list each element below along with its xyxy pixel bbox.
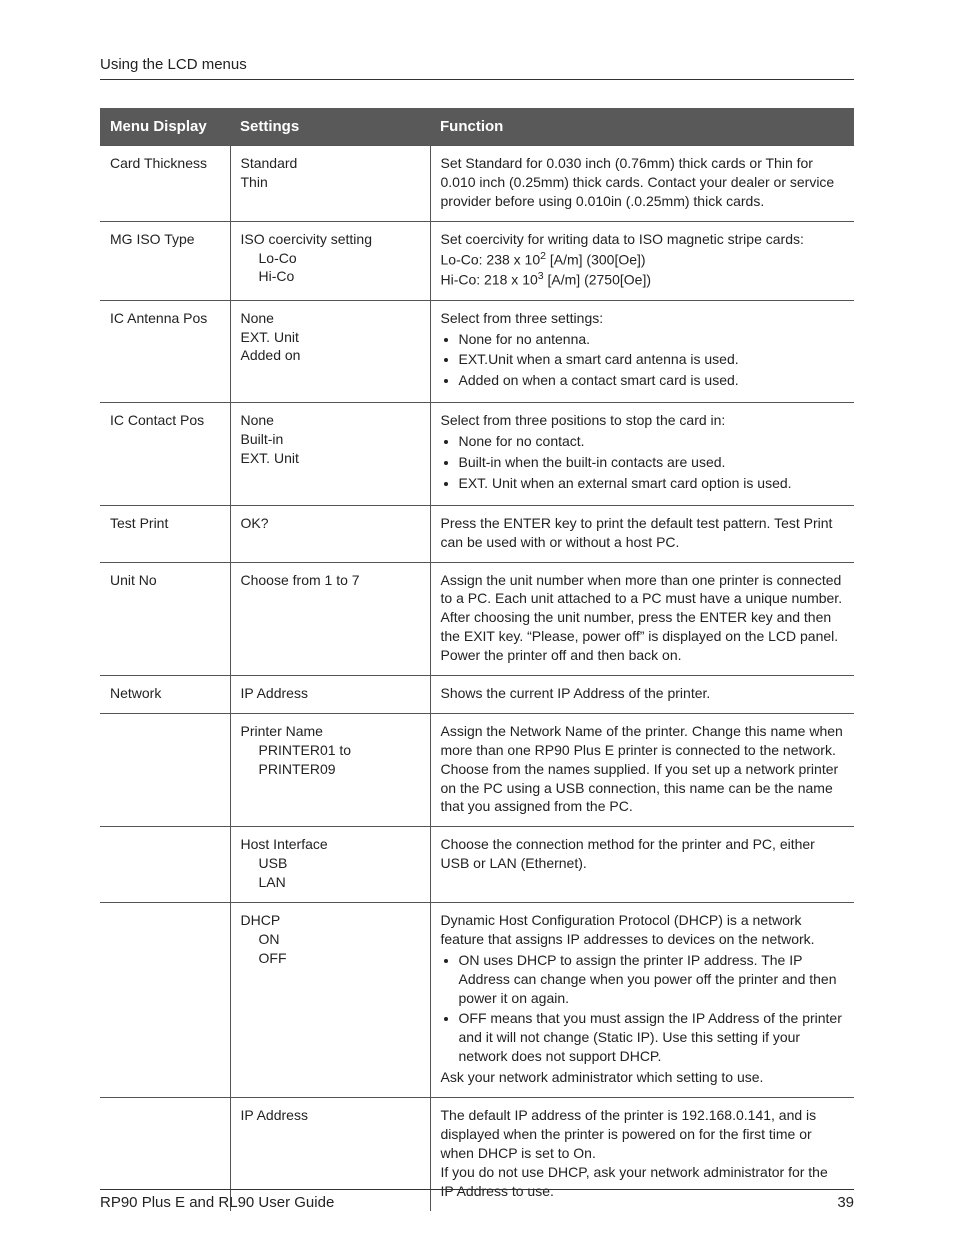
settings-line: Choose from 1 to 7 — [241, 571, 420, 590]
function-text: Shows the current IP Address of the prin… — [441, 684, 845, 703]
footer-page-number: 39 — [837, 1194, 854, 1211]
table-row: Unit No Choose from 1 to 7 Assign the unit… — [100, 562, 854, 675]
function-text: Lo-Co: 238 x 102 [A/m] (300[Oe]) — [441, 249, 845, 270]
function-text: Dynamic Host Configuration Protocol (DHC… — [441, 911, 845, 949]
function-text: The default IP address of the printer is… — [441, 1106, 845, 1163]
page-header: Using the LCD menus — [100, 56, 854, 80]
function-text: Set Standard for 0.030 inch (0.76mm) thi… — [441, 154, 845, 211]
cell-menu-display — [100, 713, 230, 826]
settings-line: EXT. Unit — [241, 328, 420, 347]
table-row: Host InterfaceUSBLAN Choose the connectio… — [100, 827, 854, 903]
settings-option: ON — [241, 930, 420, 949]
cell-menu-display — [100, 903, 230, 1098]
cell-menu-display: Test Print — [100, 505, 230, 562]
function-text: Assign the unit number when more than on… — [441, 571, 845, 665]
function-bullet: Added on when a contact smart card is us… — [459, 371, 845, 390]
cell-function: Shows the current IP Address of the prin… — [430, 676, 854, 714]
settings-option: Hi-Co — [241, 267, 420, 286]
cell-function: Choose the connection method for the pri… — [430, 827, 854, 903]
function-bullets: None for no contact. Built-in when the bu… — [441, 432, 845, 493]
settings-line: Added on — [241, 346, 420, 365]
table-body: Card ThicknessStandardThinSet Standard f… — [100, 146, 854, 1211]
settings-line: OK? — [241, 514, 420, 533]
cell-function: Assign the Network Name of the printer. … — [430, 713, 854, 826]
function-text: Hi-Co: 218 x 103 [A/m] (2750[Oe]) — [441, 269, 845, 290]
function-bullet: ON uses DHCP to assign the printer IP ad… — [459, 951, 845, 1008]
cell-menu-display: Unit No — [100, 562, 230, 675]
table-row: Printer NamePRINTER01 to PRINTER09Assign… — [100, 713, 854, 826]
function-bullet: EXT. Unit when an external smart card op… — [459, 474, 845, 493]
cell-settings: NoneBuilt-inEXT. Unit — [230, 403, 430, 506]
table-row: Network IP Address Shows the current IP Ad… — [100, 676, 854, 714]
cell-settings: IP Address — [230, 676, 430, 714]
settings-line: IP Address — [241, 684, 420, 703]
cell-settings: DHCPONOFF — [230, 903, 430, 1098]
cell-function: Dynamic Host Configuration Protocol (DHC… — [430, 903, 854, 1098]
function-text: Assign the Network Name of the printer. … — [441, 722, 845, 816]
menu-table: Menu Display Settings Function Card Thic… — [100, 108, 854, 1211]
function-text: Select from three positions to stop the … — [441, 411, 845, 430]
col-header-settings: Settings — [230, 108, 430, 146]
cell-menu-display: MG ISO Type — [100, 221, 230, 300]
cell-settings: NoneEXT. UnitAdded on — [230, 300, 430, 403]
table-row: Card ThicknessStandardThinSet Standard f… — [100, 146, 854, 222]
settings-option: OFF — [241, 949, 420, 968]
col-header-function: Function — [430, 108, 854, 146]
settings-line: ISO coercivity setting — [241, 230, 420, 249]
table-row: MG ISO TypeISO coercivity settingLo-CoHi… — [100, 221, 854, 300]
function-bullets: ON uses DHCP to assign the printer IP ad… — [441, 951, 845, 1066]
cell-function: Select from three positions to stop the … — [430, 403, 854, 506]
settings-line: Printer Name — [241, 722, 420, 741]
cell-menu-display: Card Thickness — [100, 146, 230, 222]
cell-function: Assign the unit number when more than on… — [430, 562, 854, 675]
settings-option: Lo-Co — [241, 249, 420, 268]
function-bullet: EXT.Unit when a smart card antenna is us… — [459, 350, 845, 369]
settings-line: DHCP — [241, 911, 420, 930]
settings-line: IP Address — [241, 1106, 420, 1125]
settings-line: EXT. Unit — [241, 449, 420, 468]
cell-menu-display: IC Contact Pos — [100, 403, 230, 506]
function-bullet: None for no antenna. — [459, 330, 845, 349]
cell-function: Set Standard for 0.030 inch (0.76mm) thi… — [430, 146, 854, 222]
settings-option: PRINTER01 to PRINTER09 — [241, 741, 420, 779]
function-text: Choose the connection method for the pri… — [441, 835, 845, 873]
cell-settings: OK? — [230, 505, 430, 562]
cell-menu-display — [100, 827, 230, 903]
settings-line: None — [241, 309, 420, 328]
function-bullets: None for no antenna.EXT.Unit when a smar… — [441, 330, 845, 391]
cell-settings: Choose from 1 to 7 — [230, 562, 430, 675]
function-bullet: OFF means that you must assign the IP Ad… — [459, 1009, 845, 1066]
settings-option: LAN — [241, 873, 420, 892]
settings-line: Thin — [241, 173, 420, 192]
table-row: IC Antenna PosNoneEXT. UnitAdded onSelec… — [100, 300, 854, 403]
cell-menu-display: Network — [100, 676, 230, 714]
cell-menu-display: IC Antenna Pos — [100, 300, 230, 403]
function-text: Press the ENTER key to print the default… — [441, 514, 845, 552]
cell-function: Select from three settings: None for no a… — [430, 300, 854, 403]
function-text: Ask your network administrator which set… — [441, 1068, 845, 1087]
function-text: Set coercivity for writing data to ISO m… — [441, 230, 845, 249]
settings-line: None — [241, 411, 420, 430]
col-header-menu: Menu Display — [100, 108, 230, 146]
cell-settings: ISO coercivity settingLo-CoHi-Co — [230, 221, 430, 300]
table-row: DHCPONOFF Dynamic Host Configuration Prot… — [100, 903, 854, 1098]
function-bullet: Built-in when the built-in contacts are … — [459, 453, 845, 472]
page-footer: RP90 Plus E and RL90 User Guide 39 — [100, 1189, 854, 1211]
table-row: Test Print OK? Press the ENTER key to prin… — [100, 505, 854, 562]
cell-settings: StandardThin — [230, 146, 430, 222]
table-header: Menu Display Settings Function — [100, 108, 854, 146]
cell-settings: Printer NamePRINTER01 to PRINTER09 — [230, 713, 430, 826]
cell-settings: Host InterfaceUSBLAN — [230, 827, 430, 903]
cell-function: Set coercivity for writing data to ISO m… — [430, 221, 854, 300]
footer-title: RP90 Plus E and RL90 User Guide — [100, 1194, 334, 1211]
settings-line: Standard — [241, 154, 420, 173]
table-row: IC Contact PosNoneBuilt-inEXT. UnitSelec… — [100, 403, 854, 506]
cell-function: Press the ENTER key to print the default… — [430, 505, 854, 562]
function-text: Select from three settings: — [441, 309, 845, 328]
document-page: Using the LCD menus Menu Display Setting… — [0, 0, 954, 1251]
settings-line: Host Interface — [241, 835, 420, 854]
function-bullet: None for no contact. — [459, 432, 845, 451]
settings-line: Built-in — [241, 430, 420, 449]
settings-option: USB — [241, 854, 420, 873]
